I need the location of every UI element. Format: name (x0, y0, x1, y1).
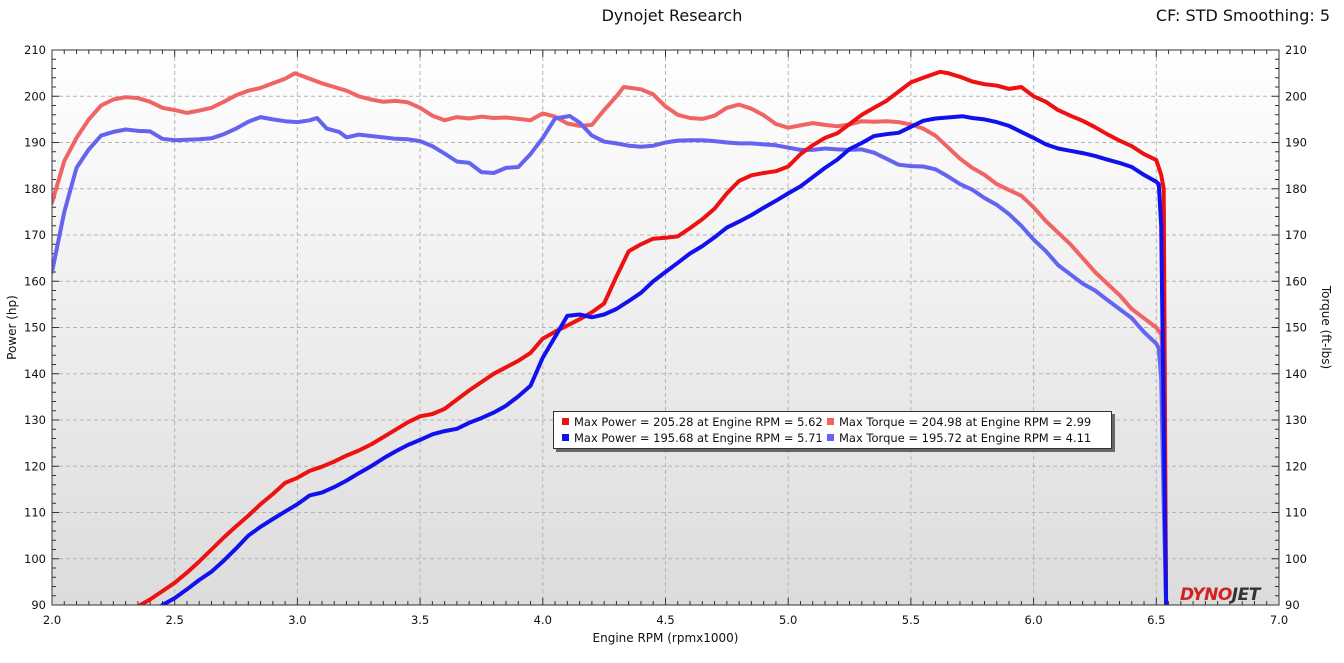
x-tick-label: 2.0 (43, 613, 61, 627)
y-tick-label: 170 (24, 228, 46, 242)
y-tick-label: 180 (24, 182, 46, 196)
legend-swatch (562, 434, 569, 441)
y-tick-label: 150 (24, 321, 46, 335)
series-line-run1_torque (52, 71, 1169, 605)
legend-item: Max Power = 205.28 at Engine RPM = 5.62 (562, 415, 823, 429)
y2-tick-label: 110 (1285, 506, 1307, 520)
y-tick-label: 120 (24, 459, 46, 473)
y-tick-label: 110 (24, 506, 46, 520)
y-tick-label: 100 (24, 552, 46, 566)
x-tick-label: 7.0 (1270, 613, 1288, 627)
legend-item: Max Torque = 204.98 at Engine RPM = 2.99 (827, 415, 1091, 429)
x-tick-label: 3.0 (288, 613, 306, 627)
y2-tick-label: 120 (1285, 459, 1307, 473)
y2-tick-label: 90 (1285, 598, 1300, 612)
y2-tick-label: 150 (1285, 321, 1307, 335)
y2-tick-label: 190 (1285, 136, 1307, 150)
y2-tick-label: 210 (1285, 43, 1307, 57)
y-tick-label: 90 (31, 598, 46, 612)
legend-item: Max Power = 195.68 at Engine RPM = 5.71 (562, 431, 823, 445)
correction-factor-info: CF: STD Smoothing: 5 (1155, 6, 1330, 25)
y-tick-label: 200 (24, 89, 46, 103)
series-line-run2_power (160, 114, 1169, 605)
y-tick-label: 210 (24, 43, 46, 57)
x-tick-label: 5.0 (779, 613, 797, 627)
legend: Max Power = 205.28 at Engine RPM = 5.62 … (553, 411, 1112, 449)
y-tick-label: 190 (24, 136, 46, 150)
y2-tick-label: 130 (1285, 413, 1307, 427)
y-tick-label: 160 (24, 274, 46, 288)
legend-swatch (827, 434, 834, 441)
x-tick-label: 4.5 (656, 613, 674, 627)
legend-label: Max Torque = 195.72 at Engine RPM = 4.11 (839, 431, 1092, 445)
y-axis-label: Power (hp) (5, 295, 19, 360)
legend-label: Max Power = 205.28 at Engine RPM = 5.62 (574, 415, 823, 429)
y-tick-label: 140 (24, 367, 46, 381)
legend-label: Max Torque = 204.98 at Engine RPM = 2.99 (839, 415, 1092, 429)
series-line-run2_torque (52, 114, 1169, 605)
plot-frame (51, 49, 1280, 606)
x-tick-label: 6.5 (1147, 613, 1165, 627)
x-axis-label: Engine RPM (rpmx1000) (593, 631, 739, 645)
legend-item: Max Torque = 195.72 at Engine RPM = 4.11 (827, 431, 1091, 445)
y2-axis-label: Torque (ft-lbs) (1319, 285, 1333, 369)
x-tick-label: 5.5 (902, 613, 920, 627)
y-tick-label: 130 (24, 413, 46, 427)
x-tick-label: 4.0 (534, 613, 552, 627)
y2-tick-label: 180 (1285, 182, 1307, 196)
legend-swatch (827, 418, 834, 425)
y2-tick-label: 200 (1285, 89, 1307, 103)
x-tick-label: 6.0 (1024, 613, 1042, 627)
y2-tick-label: 100 (1285, 552, 1307, 566)
legend-label: Max Power = 195.68 at Engine RPM = 5.71 (574, 431, 823, 445)
series-line-run1_power (138, 69, 1169, 605)
y2-tick-label: 140 (1285, 367, 1307, 381)
y2-tick-label: 160 (1285, 274, 1307, 288)
chart-title: Dynojet Research (601, 6, 743, 25)
legend-swatch (562, 418, 569, 425)
x-tick-label: 2.5 (166, 613, 184, 627)
dynojet-logo: DYNOJET (1180, 585, 1260, 605)
y2-tick-label: 170 (1285, 228, 1307, 242)
x-tick-label: 3.5 (411, 613, 429, 627)
